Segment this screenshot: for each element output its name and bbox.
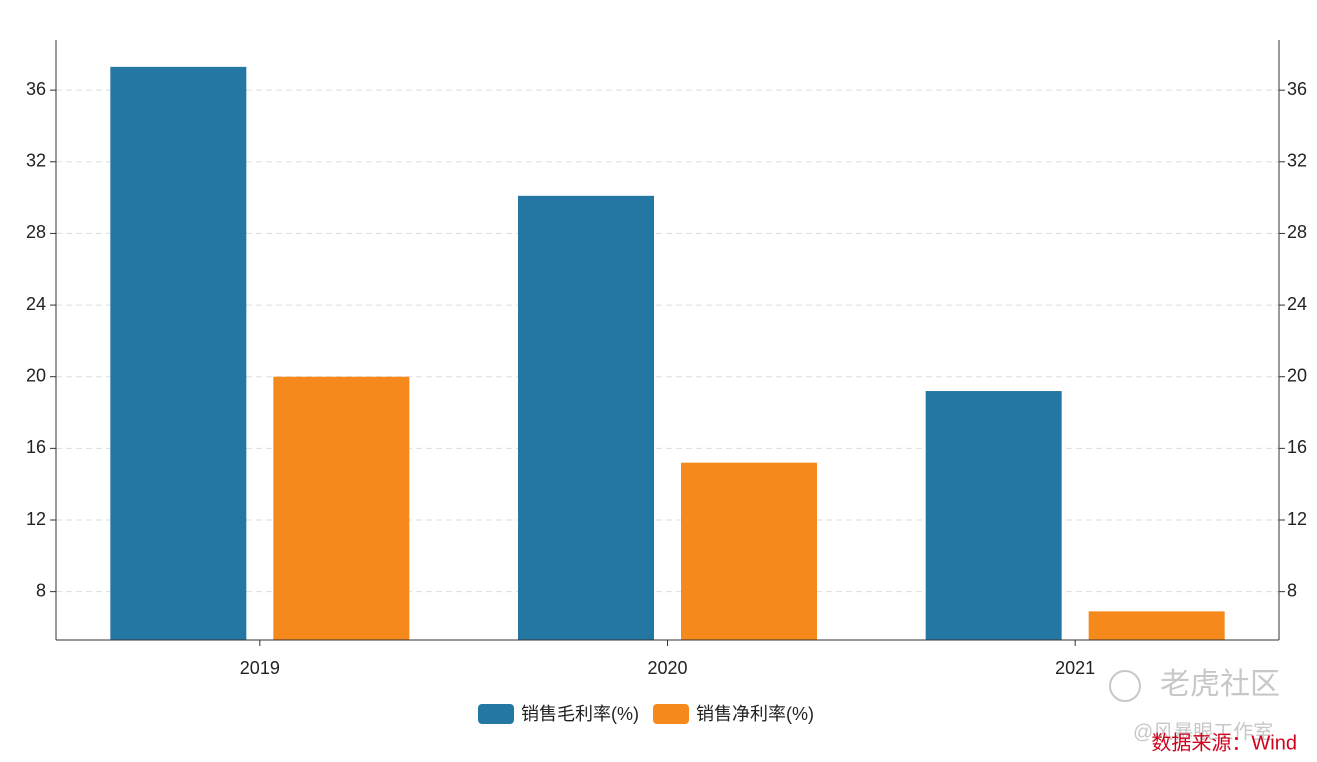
- y2-tick-label: 12: [1287, 509, 1307, 529]
- watermark: 老虎社区 @风暴眼工作室: [1109, 668, 1280, 743]
- y2-tick-label: 32: [1287, 151, 1307, 171]
- y2-tick-label: 24: [1287, 294, 1307, 314]
- x-tick-label: 2021: [1055, 658, 1095, 678]
- legend-swatch: [653, 704, 689, 724]
- y2-tick-label: 20: [1287, 365, 1307, 385]
- legend: 销售毛利率(%) 销售净利率(%): [478, 704, 814, 724]
- y2-tick-label: 16: [1287, 437, 1307, 457]
- plot: 8 12 16 20 24 28 32 36 8 12 16 20 24 28 32 36 2019 2020 20…: [26, 40, 1307, 724]
- y2-tick-label: 8: [1287, 580, 1297, 600]
- watermark-icon: [1109, 670, 1141, 702]
- legend-label: 销售净利率(%): [696, 704, 814, 724]
- watermark-text: @风暴眼工作室: [1133, 720, 1273, 743]
- y2-tick-label: 36: [1287, 79, 1307, 99]
- y2-tick-label: 28: [1287, 222, 1307, 242]
- source-note: 数据来源：Wind: [1151, 731, 1297, 754]
- y-tick-label: 36: [26, 79, 46, 99]
- y-tick-label: 8: [36, 580, 46, 600]
- watermark-text: 老虎社区: [1160, 668, 1280, 701]
- bar: [1088, 611, 1225, 640]
- y-tick-label: 32: [26, 151, 46, 171]
- x-tick-label: 2019: [240, 658, 280, 678]
- legend-label: 销售毛利率(%): [521, 704, 639, 724]
- legend-swatch: [478, 704, 514, 724]
- y-tick-label: 12: [26, 509, 46, 529]
- bar: [110, 66, 247, 641]
- y-tick-label: 24: [26, 294, 46, 314]
- y-tick-label: 28: [26, 222, 46, 242]
- bar: [518, 195, 654, 640]
- bar: [273, 376, 410, 640]
- y-tick-label: 16: [26, 437, 46, 457]
- bar: [681, 462, 817, 640]
- y-tick-label: 20: [26, 365, 46, 385]
- x-tick-label: 2020: [647, 658, 687, 678]
- bar: [925, 391, 1062, 640]
